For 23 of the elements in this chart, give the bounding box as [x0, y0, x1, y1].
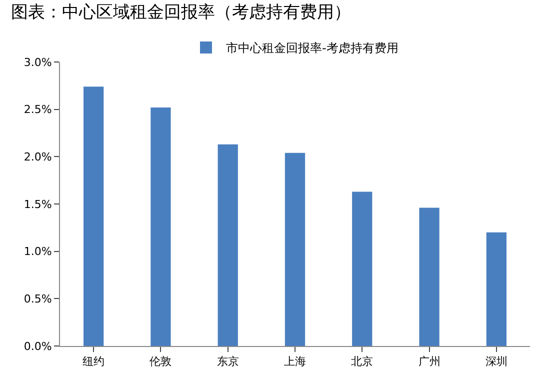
bar	[419, 208, 440, 346]
bar	[284, 152, 306, 346]
x-tick-label: 伦敦	[150, 355, 172, 368]
x-tick-label: 上海	[284, 355, 306, 368]
x-tick-label: 广州	[418, 355, 440, 368]
bar	[218, 144, 238, 346]
y-tick-label: 1.0%	[24, 245, 52, 258]
y-tick-label: 0.0%	[24, 340, 52, 353]
bar	[150, 107, 171, 346]
x-tick-label: 北京	[351, 355, 374, 368]
legend-label: 市中心租金回报率-考虑持有费用	[226, 41, 398, 56]
x-tick-label: 东京	[216, 355, 239, 368]
bar	[352, 192, 372, 346]
y-tick-label: 2.5%	[24, 103, 52, 116]
bar	[84, 86, 104, 346]
x-tick-label: 纽约	[82, 355, 105, 368]
y-tick-label: 0.5%	[24, 292, 52, 306]
y-tick-label: 2.0%	[24, 150, 52, 164]
chart-title: 图表：中心区域租金回报率（考虑持有费用）	[11, 2, 351, 23]
x-tick-label: 深圳	[485, 355, 508, 368]
y-tick-label: 3.0%	[24, 56, 52, 69]
bar	[486, 232, 506, 346]
y-tick-label: 1.5%	[24, 198, 52, 211]
